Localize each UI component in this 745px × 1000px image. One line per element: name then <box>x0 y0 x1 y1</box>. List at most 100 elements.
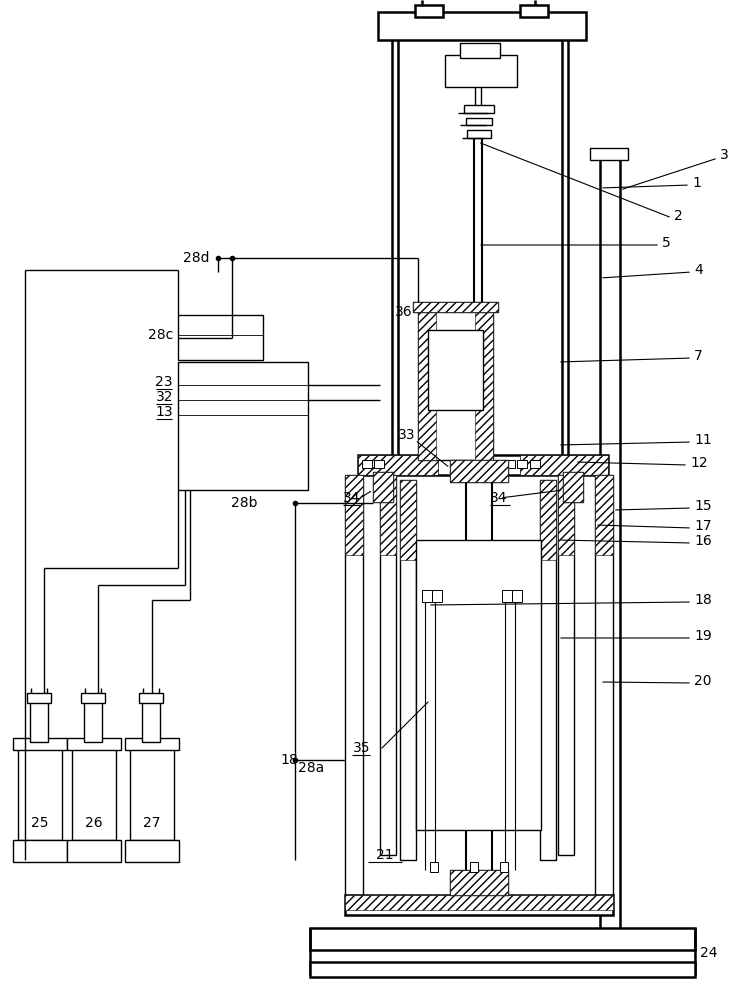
Bar <box>400 480 416 860</box>
Text: 18: 18 <box>694 593 711 607</box>
Bar <box>81 693 105 703</box>
Bar <box>502 590 512 602</box>
Bar <box>30 700 48 742</box>
Bar <box>178 362 308 490</box>
Bar <box>428 330 483 410</box>
Bar <box>345 475 363 895</box>
Text: 17: 17 <box>694 519 711 533</box>
Bar <box>500 862 508 872</box>
Bar <box>505 460 515 468</box>
Bar <box>563 472 583 502</box>
Bar <box>67 738 121 750</box>
Bar <box>374 460 384 468</box>
Bar <box>125 840 179 862</box>
Text: 28d: 28d <box>183 251 210 265</box>
Bar <box>413 302 498 312</box>
Text: 34: 34 <box>343 491 360 505</box>
Bar <box>413 302 498 312</box>
Bar <box>310 928 695 950</box>
Bar <box>373 472 393 502</box>
Bar <box>558 475 574 555</box>
Bar <box>520 455 608 475</box>
Bar <box>530 460 540 468</box>
Bar <box>125 738 179 750</box>
Bar <box>178 315 263 360</box>
Bar <box>380 475 396 555</box>
Text: 4: 4 <box>694 263 703 277</box>
Text: 18: 18 <box>280 753 298 767</box>
Bar <box>373 472 393 502</box>
Bar <box>418 305 493 460</box>
Bar <box>540 480 556 860</box>
Text: 33: 33 <box>398 428 415 442</box>
Text: 25: 25 <box>31 816 48 830</box>
Bar <box>380 475 396 855</box>
Bar <box>18 745 62 840</box>
Text: 27: 27 <box>143 816 161 830</box>
Bar <box>450 870 508 895</box>
Bar <box>460 43 500 58</box>
Text: 1: 1 <box>692 176 701 190</box>
Bar <box>517 460 527 468</box>
Bar <box>400 480 416 560</box>
Text: 28c: 28c <box>148 328 173 342</box>
Text: 28b: 28b <box>232 496 258 510</box>
Bar <box>422 590 432 602</box>
Bar <box>475 305 493 460</box>
Text: 2: 2 <box>674 209 682 223</box>
Bar <box>72 745 116 840</box>
Bar <box>310 962 695 977</box>
Bar <box>362 460 372 468</box>
Bar <box>450 460 508 482</box>
Bar <box>520 5 548 17</box>
Bar <box>13 738 67 750</box>
Bar <box>450 870 508 895</box>
Bar <box>450 460 508 482</box>
Bar <box>470 862 478 872</box>
Text: 13: 13 <box>156 405 173 419</box>
Bar <box>595 475 613 555</box>
Bar <box>67 840 121 862</box>
Bar <box>130 745 174 840</box>
Text: 24: 24 <box>700 946 717 960</box>
Text: 28a: 28a <box>298 761 324 775</box>
Bar <box>464 105 494 113</box>
Text: 7: 7 <box>694 349 703 363</box>
Text: 26: 26 <box>85 816 103 830</box>
Bar <box>139 693 163 703</box>
Bar <box>558 475 574 855</box>
Text: 36: 36 <box>396 305 413 319</box>
Text: 32: 32 <box>156 390 173 404</box>
Text: 23: 23 <box>156 375 173 389</box>
Bar <box>142 700 160 742</box>
Bar <box>432 590 442 602</box>
Bar <box>540 480 556 560</box>
Text: 11: 11 <box>694 433 711 447</box>
Text: 16: 16 <box>694 534 711 548</box>
Bar <box>595 475 613 895</box>
Bar <box>415 5 443 17</box>
Text: 15: 15 <box>694 499 711 513</box>
Text: 35: 35 <box>352 741 370 755</box>
Bar <box>27 693 51 703</box>
Text: 5: 5 <box>662 236 671 250</box>
Text: 12: 12 <box>690 456 708 470</box>
Bar <box>563 472 583 502</box>
Text: 3: 3 <box>720 148 729 162</box>
Text: 20: 20 <box>694 674 711 688</box>
Bar <box>512 590 522 602</box>
Bar <box>416 540 541 830</box>
Text: 21: 21 <box>376 848 394 862</box>
Bar <box>378 12 586 40</box>
Bar <box>345 475 363 555</box>
Bar <box>13 840 67 862</box>
Bar <box>345 895 613 910</box>
Bar <box>345 895 613 915</box>
Bar <box>84 700 102 742</box>
Bar <box>466 118 492 125</box>
Bar <box>590 148 628 160</box>
Bar <box>358 455 608 475</box>
Bar <box>445 55 517 87</box>
Bar <box>358 455 438 475</box>
Bar <box>418 305 436 460</box>
